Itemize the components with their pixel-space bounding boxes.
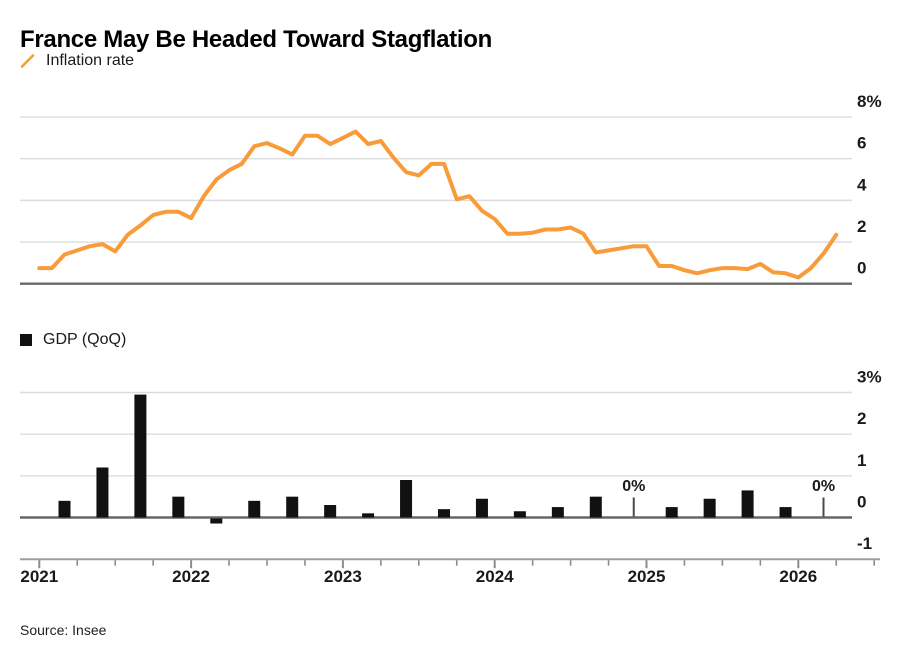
x-axis-year-label: 2021	[20, 567, 58, 586]
gdp-bar	[703, 498, 716, 518]
gdp-bar	[665, 507, 678, 518]
y-axis-label: 3%	[857, 367, 882, 386]
legend-inflation-label: Inflation rate	[46, 52, 135, 69]
y-axis-label: 0	[857, 259, 866, 278]
x-axis-year-label: 2022	[172, 567, 210, 586]
inflation-line-swatch-icon	[20, 54, 35, 68]
gdp-bar	[324, 504, 337, 518]
gdp-bar-swatch-icon	[20, 334, 32, 346]
inflation-chart: 8% 6 4 2 0	[0, 85, 900, 315]
y-axis-label: 1	[857, 451, 866, 470]
x-axis-year-label: 2026	[779, 567, 817, 586]
y-axis-label: 2	[857, 217, 866, 236]
x-axis-year-label: 2023	[324, 567, 362, 586]
gdp-chart: 3% 2 1 0 -1 2021 2022 2023 2024 2025 2026 0% 0%	[0, 365, 900, 600]
legend-inflation: Inflation rate	[20, 52, 134, 70]
legend-gdp: GDP (QoQ)	[20, 331, 126, 349]
gdp-bar	[779, 507, 792, 518]
inflation-line	[37, 129, 839, 280]
gdp-bar	[589, 496, 602, 518]
gdp-bar	[134, 394, 147, 518]
chart-title: France May Be Headed Toward Stagflation	[20, 26, 492, 54]
gdp-bar	[438, 509, 450, 518]
gdp-zero-marker	[822, 497, 825, 517]
gdp-bar	[96, 467, 109, 518]
y-axis-label: 0	[857, 493, 866, 512]
y-axis-label: -1	[857, 534, 872, 553]
source-note: Source: Insee	[20, 622, 107, 638]
gdp-zero-marker	[632, 497, 635, 517]
x-axis-year-label: 2024	[476, 567, 514, 586]
gdp-bar	[286, 496, 299, 518]
y-axis-label: 8%	[857, 92, 882, 111]
gdp-bar	[362, 513, 375, 518]
gdp-bar	[248, 500, 261, 518]
y-axis-label: 4	[857, 175, 867, 194]
x-axis-year-label: 2025	[628, 567, 666, 586]
gdp-bar	[741, 490, 754, 518]
y-axis-label: 6	[857, 134, 866, 153]
gdp-bar	[210, 518, 223, 524]
gdp-bar	[551, 507, 564, 518]
gdp-zero-annotation: 0%	[812, 478, 835, 495]
gdp-bar	[513, 511, 526, 518]
gdp-bar	[172, 496, 185, 518]
y-axis-label: 2	[857, 409, 866, 428]
gdp-zero-annotation: 0%	[622, 478, 645, 495]
gdp-bar	[475, 498, 488, 518]
gdp-bar	[58, 500, 71, 518]
legend-gdp-label: GDP (QoQ)	[43, 331, 127, 348]
gdp-bar	[400, 479, 413, 518]
